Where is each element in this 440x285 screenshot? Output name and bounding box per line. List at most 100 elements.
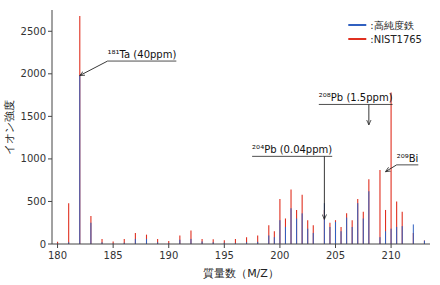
y-tick	[48, 201, 52, 202]
stem	[329, 223, 330, 244]
stem	[79, 16, 80, 244]
stem	[135, 233, 136, 244]
stem	[285, 218, 286, 244]
stem	[368, 179, 369, 244]
x-tick-label: 180	[48, 250, 67, 261]
x-tick-label: 190	[159, 250, 178, 261]
annotation-text: ²⁰⁴Pb (0.04ppm)	[252, 144, 332, 155]
y-tick	[48, 158, 52, 159]
x-tick	[335, 244, 336, 248]
stem	[190, 239, 191, 244]
legend-swatch	[348, 24, 366, 26]
stem	[235, 239, 236, 244]
stem	[246, 237, 247, 244]
annotation-underline	[108, 61, 177, 62]
stem	[179, 235, 180, 244]
stem	[257, 235, 258, 244]
stem	[335, 222, 336, 244]
stem	[213, 239, 214, 244]
stem	[190, 230, 191, 244]
stem	[68, 203, 69, 244]
annotation-arrow	[324, 156, 325, 219]
x-tick-label: 200	[270, 250, 289, 261]
stem	[224, 240, 225, 244]
stem	[368, 191, 369, 244]
stem	[379, 237, 380, 244]
annotation-arrow	[80, 61, 108, 75]
y-tick-label: 500	[27, 196, 46, 207]
stem	[385, 231, 386, 244]
stem	[357, 199, 358, 244]
stem	[396, 227, 397, 244]
y-tick-label: 2500	[21, 26, 46, 37]
stem	[313, 225, 314, 244]
x-tick	[57, 244, 58, 248]
stem	[363, 218, 364, 244]
stem	[424, 241, 425, 244]
stem	[346, 218, 347, 244]
stem	[341, 231, 342, 244]
stem	[296, 210, 297, 244]
x-axis-line	[52, 244, 430, 245]
x-tick-label: 210	[382, 250, 401, 261]
stem	[157, 239, 158, 244]
stem	[202, 239, 203, 244]
stem	[268, 225, 269, 244]
y-tick-label: 0	[40, 239, 46, 250]
stem	[90, 223, 91, 244]
legend-swatch	[348, 38, 366, 40]
stem	[268, 235, 269, 244]
stem	[146, 235, 147, 244]
annotation-underline	[319, 104, 393, 105]
x-tick	[279, 244, 280, 248]
stem	[90, 216, 91, 244]
stem	[424, 241, 425, 244]
stem	[402, 226, 403, 244]
stem	[346, 213, 347, 244]
legend: :高純度鉄 :NIST1765	[348, 20, 422, 45]
annotation-text: ²⁰⁹Bi	[397, 153, 419, 164]
stem	[296, 218, 297, 244]
stem	[279, 220, 280, 244]
y-tick-label: 2000	[21, 68, 46, 79]
stem	[329, 227, 330, 244]
stem	[179, 240, 180, 244]
annotation-underline	[252, 156, 332, 157]
x-tick	[113, 244, 114, 248]
y-tick	[48, 73, 52, 74]
y-axis-label: イオン強度	[3, 100, 16, 155]
stem	[396, 201, 397, 244]
x-tick	[391, 244, 392, 248]
stem	[313, 233, 314, 244]
legend-label: :NIST1765	[370, 34, 422, 45]
stem	[379, 170, 380, 244]
stem	[274, 231, 275, 244]
y-tick-label: 1000	[21, 153, 46, 164]
x-tick	[168, 244, 169, 248]
stem	[124, 239, 125, 244]
stem	[352, 220, 353, 244]
x-tick-label: 185	[104, 250, 123, 261]
stem	[307, 220, 308, 244]
annotation-text: ¹⁸¹Ta (40ppm)	[108, 49, 177, 60]
stem	[352, 227, 353, 244]
stem	[279, 199, 280, 244]
y-tick	[48, 244, 52, 245]
annotation-underline	[397, 164, 419, 165]
y-tick	[48, 31, 52, 32]
stem	[385, 210, 386, 244]
y-tick-label: 1500	[21, 111, 46, 122]
y-axis-line	[52, 10, 53, 244]
stem	[391, 229, 392, 244]
stem	[363, 212, 364, 244]
stem	[341, 227, 342, 244]
stem	[413, 224, 414, 244]
legend-label: :高純度鉄	[370, 20, 413, 31]
stem	[146, 239, 147, 244]
stem	[357, 203, 358, 244]
stem	[101, 239, 102, 244]
stem	[135, 239, 136, 244]
chart: 1801851901952002052100500100015002000250…	[0, 0, 440, 285]
x-tick	[224, 244, 225, 248]
stem	[302, 195, 303, 244]
